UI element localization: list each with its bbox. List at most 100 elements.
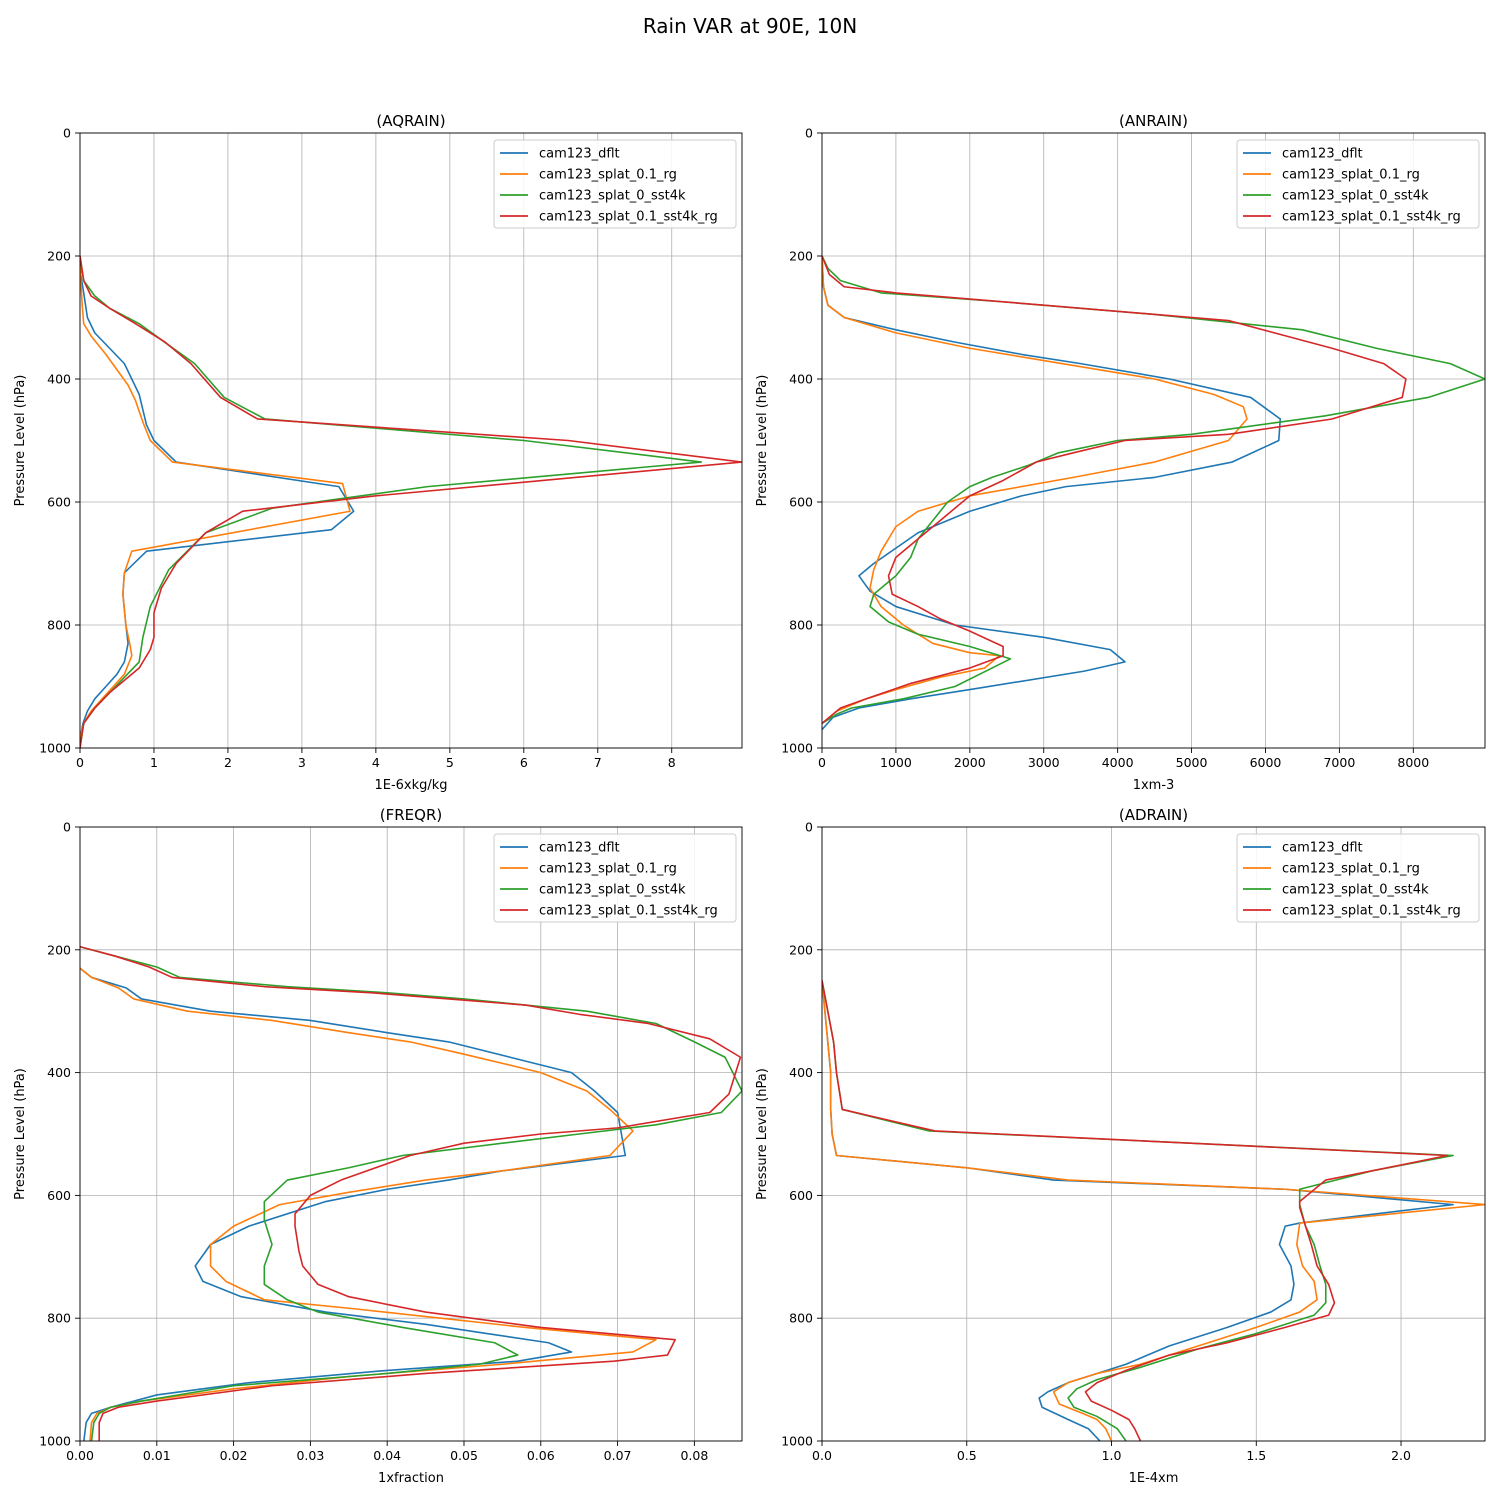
x-tick-label: 5000	[1176, 755, 1208, 770]
axes-frame	[821, 132, 1486, 749]
legend-entry: cam123_dflt	[1282, 841, 1363, 856]
series-line-cam123_dflt	[80, 967, 627, 1441]
y-tick-label: 1000	[781, 741, 813, 756]
y-tick-label: 800	[47, 618, 71, 633]
legend-entry: cam123_splat_0.1_rg	[539, 168, 677, 183]
y-tick-label: 0	[805, 126, 813, 141]
y-tick-label: 200	[789, 942, 813, 957]
x-tick-label: 0.07	[604, 1448, 632, 1463]
panel-title: (AQRAIN)	[376, 112, 445, 130]
x-tick-label: 2.0	[1391, 1448, 1411, 1463]
legend-entry: cam123_splat_0_sst4k	[539, 189, 686, 204]
series-line-cam123_splat_0_sst4k	[80, 945, 742, 1441]
x-tick-label: 0.01	[143, 1448, 171, 1463]
y-tick-label: 200	[47, 942, 71, 957]
panel-3: 0.0 0.5 1.0 1.5 2.0 0 200 400 600 800 1000 (ADRAIN)…	[755, 806, 1486, 1486]
x-tick-label: 1000	[880, 755, 912, 770]
x-tick-label: 8	[668, 755, 676, 770]
x-tick-label: 6000	[1250, 755, 1282, 770]
panel-title: (FREQR)	[380, 806, 442, 824]
legend-entry: cam123_splat_0.1_sst4k_rg	[1282, 210, 1461, 225]
series-line-cam123_dflt	[822, 980, 1454, 1441]
legend-entry: cam123_splat_0_sst4k	[1282, 883, 1429, 898]
series-line-cam123_splat_0.1_rg	[80, 255, 351, 748]
figure-title: Rain VAR at 90E, 10N	[642, 14, 858, 38]
x-tick-label: 8000	[1397, 755, 1429, 770]
x-tick-label: 0	[76, 755, 84, 770]
x-tick-label: 0.02	[220, 1448, 248, 1463]
x-tick-label: 4	[372, 755, 380, 770]
panel-0: 0 1 2 3 4 5 6 7 8 0 200 400 600 800 1000 (AQRAIN) 1E-6xk…	[13, 112, 743, 793]
series-line-cam123_splat_0_sst4k	[822, 980, 1454, 1441]
x-tick-label: 0	[818, 755, 826, 770]
x-tick-label: 7000	[1323, 755, 1355, 770]
legend-box	[1236, 833, 1480, 923]
x-tick-label: 0.08	[680, 1448, 708, 1463]
y-tick-label: 400	[47, 372, 71, 387]
x-axis-label: 1xm-3	[1133, 778, 1175, 793]
panel-title: (ANRAIN)	[1119, 112, 1188, 130]
x-tick-label: 0.00	[66, 1448, 94, 1463]
y-tick-label: 1000	[39, 741, 71, 756]
x-tick-label: 0.5	[957, 1448, 977, 1463]
series-line-cam123_splat_0.1_sst4k_rg	[80, 945, 742, 1441]
x-tick-label: 0.05	[450, 1448, 478, 1463]
legend-entry: cam123_splat_0.1_rg	[539, 862, 677, 877]
y-tick-label: 0	[63, 126, 71, 141]
y-tick-label: 400	[789, 372, 813, 387]
series-line-cam123_splat_0.1_rg	[80, 967, 657, 1441]
axes-frame	[821, 826, 1486, 1442]
legend-entry: cam123_splat_0.1_sst4k_rg	[1282, 904, 1461, 919]
series-line-cam123_dflt	[80, 255, 355, 748]
legend-entry: cam123_dflt	[539, 147, 620, 162]
legend-entry: cam123_dflt	[539, 841, 620, 856]
x-tick-label: 1.0	[1102, 1448, 1122, 1463]
legend: cam123_dflt cam123_splat_0.1_rg cam123_spl…	[1236, 139, 1480, 229]
legend-entry: cam123_splat_0_sst4k	[539, 883, 686, 898]
legend: cam123_dflt cam123_splat_0.1_rg cam123_spl…	[1236, 833, 1480, 923]
x-tick-label: 6	[520, 755, 528, 770]
y-tick-label: 400	[47, 1065, 71, 1080]
y-axis-label: Pressure Level (hPa)	[13, 1068, 28, 1200]
y-axis-label: Pressure Level (hPa)	[13, 375, 28, 507]
legend: cam123_dflt cam123_splat_0.1_rg cam123_spl…	[493, 833, 737, 923]
axes-frame	[79, 826, 743, 1442]
panel-title: (ADRAIN)	[1119, 806, 1188, 824]
y-tick-label: 200	[789, 249, 813, 264]
legend-box	[493, 833, 737, 923]
x-tick-label: 1.5	[1246, 1448, 1266, 1463]
x-tick-label: 2000	[954, 755, 986, 770]
x-tick-label: 4000	[1102, 755, 1134, 770]
y-tick-label: 400	[789, 1065, 813, 1080]
x-tick-label: 5	[446, 755, 454, 770]
x-axis-label: 1E-4xm	[1129, 1471, 1179, 1486]
y-tick-label: 800	[789, 618, 813, 633]
y-tick-label: 800	[789, 1311, 813, 1326]
legend-entry: cam123_splat_0.1_sst4k_rg	[539, 210, 718, 225]
x-tick-label: 7	[594, 755, 602, 770]
legend: cam123_dflt cam123_splat_0.1_rg cam123_spl…	[493, 139, 737, 229]
legend-entry: cam123_splat_0.1_rg	[1282, 168, 1420, 183]
y-tick-label: 600	[47, 1188, 71, 1203]
x-axis-label: 1xfraction	[378, 1471, 444, 1486]
series-line-cam123_splat_0.1_sst4k_rg	[822, 980, 1449, 1441]
x-tick-label: 0.04	[373, 1448, 401, 1463]
x-tick-label: 3	[298, 755, 306, 770]
series-line-cam123_splat_0_sst4k	[822, 255, 1485, 725]
y-tick-label: 0	[805, 820, 813, 835]
y-tick-label: 0	[63, 820, 71, 835]
x-tick-label: 0.03	[296, 1448, 324, 1463]
x-tick-label: 0.06	[527, 1448, 555, 1463]
series-line-cam123_splat_0.1_rg	[822, 980, 1485, 1441]
x-axis-label: 1E-6xkg/kg	[374, 778, 447, 793]
y-tick-label: 600	[789, 495, 813, 510]
y-tick-label: 600	[47, 495, 71, 510]
x-tick-label: 0.0	[812, 1448, 832, 1463]
y-tick-label: 1000	[39, 1434, 71, 1449]
legend-entry: cam123_splat_0.1_rg	[1282, 862, 1420, 877]
y-tick-label: 800	[47, 1311, 71, 1326]
legend-box	[493, 139, 737, 229]
panel-2: 0.00 0.01 0.02 0.03 0.04 0.05 0.06 0.07 0.08 0 200…	[13, 806, 743, 1486]
legend-entry: cam123_dflt	[1282, 147, 1363, 162]
y-axis-label: Pressure Level (hPa)	[755, 375, 770, 507]
